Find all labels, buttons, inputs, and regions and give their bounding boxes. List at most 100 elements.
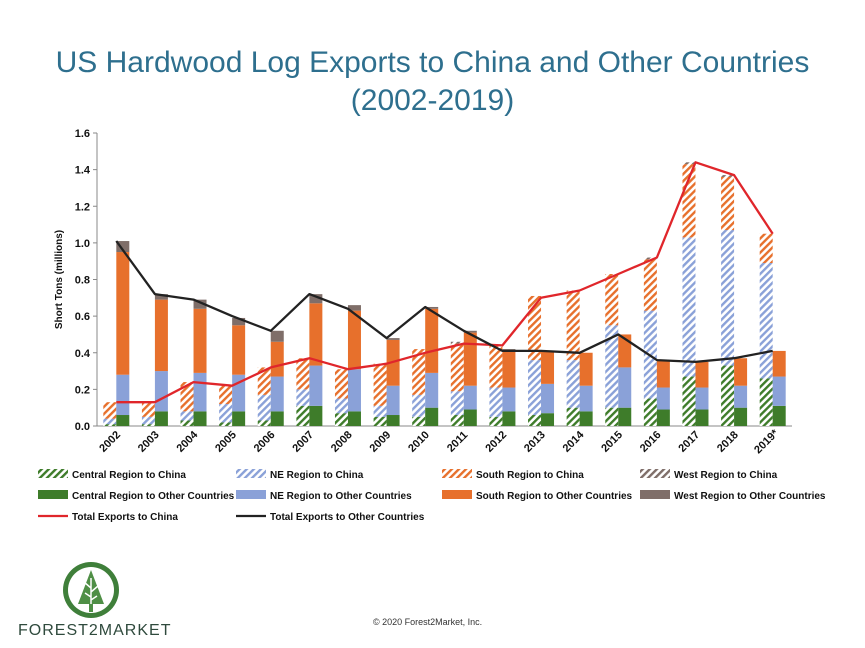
bar-china-south-2011 <box>450 343 464 392</box>
bar-china-south-2013 <box>528 295 542 361</box>
bar-other-ne-2004 <box>193 372 207 412</box>
bar-china-central-2007 <box>296 405 310 426</box>
legend-label: Total Exports to Other Countries <box>270 512 425 523</box>
legend-swatch <box>236 469 266 478</box>
bar-other-west-2011 <box>463 330 477 333</box>
x-tick-label: 2011 <box>445 429 470 454</box>
bar-other-south-2011 <box>463 332 477 386</box>
bar-china-central-2004 <box>180 420 194 426</box>
bar-other-south-2003 <box>154 299 168 372</box>
legend-swatch <box>38 469 68 478</box>
x-tick-label: 2017 <box>676 429 702 455</box>
bar-china-south-2004 <box>180 382 194 412</box>
bar-other-west-2002 <box>116 241 130 253</box>
bar-other-west-2010 <box>425 306 439 309</box>
bar-china-central-2008 <box>334 413 348 426</box>
bar-china-south-2017 <box>682 164 696 238</box>
x-tick-label: 2016 <box>638 429 664 455</box>
bar-china-south-2008 <box>334 369 348 399</box>
bar-other-ne-2002 <box>116 374 130 416</box>
bar-other-central-2017 <box>695 409 709 426</box>
bar-other-ne-2006 <box>270 376 284 412</box>
x-tick-label: 2003 <box>136 429 162 455</box>
bar-china-south-2010 <box>412 349 426 395</box>
bar-other-ne-2009 <box>386 385 400 416</box>
bar-other-south-2005 <box>232 325 246 375</box>
chart-title: US Hardwood Log Exports to China and Oth… <box>0 44 865 120</box>
bar-china-central-2019* <box>759 378 773 426</box>
legend-label: South Region to Other Countries <box>476 491 633 502</box>
line-total-exports-to-china <box>116 161 774 404</box>
x-tick-label: 2019* <box>752 427 781 456</box>
legend-label: Central Region to China <box>72 470 186 481</box>
x-tick-label: 2008 <box>329 429 355 455</box>
x-tick-label: 2005 <box>213 429 239 455</box>
bar-china-central-2005 <box>219 422 233 426</box>
bar-other-south-2017 <box>695 361 709 388</box>
bar-china-south-2006 <box>257 367 271 395</box>
bar-other-ne-2003 <box>154 371 168 412</box>
x-tick-label: 2006 <box>252 429 278 455</box>
bar-other-ne-2015 <box>618 367 632 408</box>
bar-other-ne-2011 <box>463 385 477 410</box>
bar-other-south-2013 <box>541 350 555 384</box>
bar-other-south-2018 <box>734 358 748 386</box>
y-axis-label: Short Tons (millions) <box>54 230 65 329</box>
x-tick-label: 2012 <box>483 429 509 455</box>
bar-other-south-2006 <box>270 341 284 377</box>
bar-other-central-2004 <box>193 411 207 426</box>
bar-other-south-2014 <box>579 352 593 386</box>
legend-label: Central Region to Other Countries <box>72 491 235 502</box>
bar-china-ne-2014 <box>566 360 580 408</box>
bar-other-south-2010 <box>425 308 439 373</box>
bar-china-central-2010 <box>412 416 426 426</box>
bar-other-west-2006 <box>270 330 284 342</box>
legend-swatch <box>442 469 472 478</box>
bar-china-ne-2017 <box>682 237 696 377</box>
chart-title-line1: US Hardwood Log Exports to China and Oth… <box>55 46 810 79</box>
y-tick-label: 0.2 <box>75 384 90 396</box>
bar-china-central-2015 <box>605 407 619 426</box>
bar-other-central-2018 <box>734 407 748 426</box>
bar-other-ne-2016 <box>656 387 670 410</box>
bar-other-central-2003 <box>154 411 168 426</box>
y-tick-label: 1.6 <box>75 128 90 140</box>
bar-china-west-2011 <box>450 341 464 344</box>
bar-china-ne-2005 <box>219 404 233 423</box>
bar-china-central-2009 <box>373 416 387 426</box>
bar-other-west-2007 <box>309 294 323 304</box>
bar-china-south-2003 <box>141 402 155 417</box>
bar-other-ne-2007 <box>309 365 323 406</box>
bar-other-ne-2014 <box>579 385 593 412</box>
chart-title-line2: (2002-2019) <box>350 84 515 117</box>
bar-other-central-2014 <box>579 411 593 426</box>
x-tick-label: 2002 <box>97 429 123 455</box>
bar-other-central-2012 <box>502 411 516 426</box>
bar-other-central-2013 <box>541 413 555 426</box>
bar-other-central-2011 <box>463 409 477 426</box>
legend-label: NE Region to China <box>270 470 364 481</box>
bar-other-west-2003 <box>154 294 168 300</box>
bar-china-south-2016 <box>643 259 657 311</box>
bar-china-central-2012 <box>489 416 503 426</box>
y-tick-label: 1.4 <box>75 165 91 177</box>
bar-china-south-2015 <box>605 274 619 326</box>
bar-china-south-2014 <box>566 290 580 361</box>
x-tick-label: 2004 <box>175 428 201 454</box>
bar-china-central-2006 <box>257 420 271 426</box>
bar-china-west-2017 <box>682 162 696 165</box>
bar-china-central-2016 <box>643 398 657 426</box>
x-tick-label: 2009 <box>368 429 394 455</box>
bar-china-ne-2018 <box>721 230 735 366</box>
copyright-text: © 2020 Forest2Market, Inc. <box>373 617 483 627</box>
bar-china-ne-2008 <box>334 398 348 414</box>
bar-china-central-2018 <box>721 365 735 426</box>
bar-other-central-2007 <box>309 405 323 426</box>
bar-other-west-2008 <box>347 305 361 311</box>
bar-china-central-2011 <box>450 415 464 426</box>
bar-china-central-2017 <box>682 376 696 426</box>
bar-other-central-2015 <box>618 407 632 426</box>
bar-other-ne-2008 <box>347 369 361 412</box>
bar-china-south-2012 <box>489 345 503 388</box>
bar-china-central-2002 <box>103 424 117 426</box>
